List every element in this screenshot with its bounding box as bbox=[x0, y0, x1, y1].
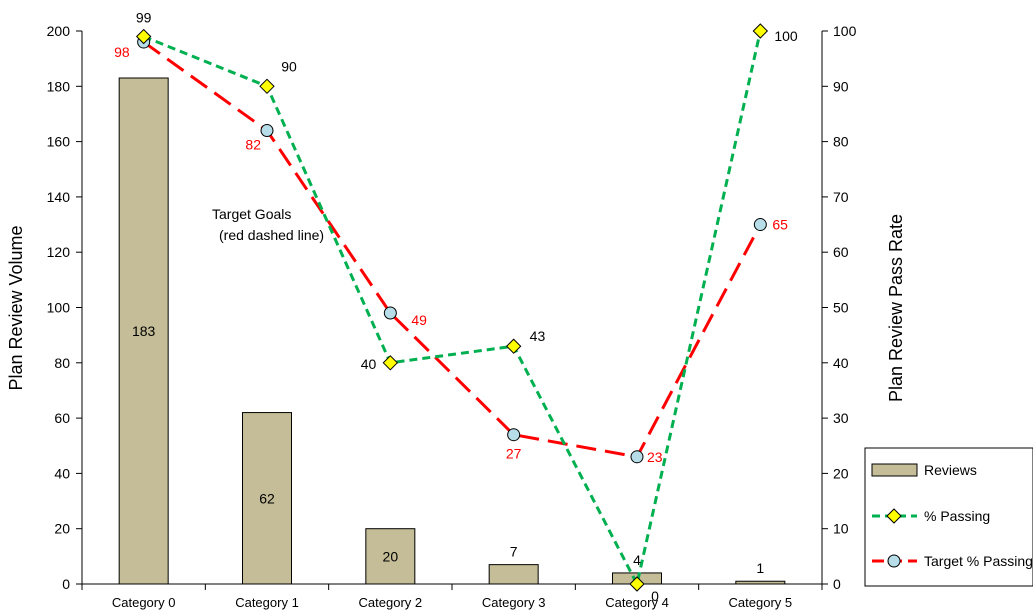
axes: 0204060801001201401601802000102030405060… bbox=[47, 23, 857, 610]
y-tick-label: 20 bbox=[54, 521, 70, 537]
y2-axis-title: Plan Review Pass Rate bbox=[886, 214, 906, 402]
y-tick-label: 160 bbox=[47, 134, 71, 150]
target-value-label: 82 bbox=[245, 137, 261, 153]
y-axis-title: Plan Review Volume bbox=[6, 225, 26, 390]
target-value-label: 98 bbox=[114, 44, 130, 60]
target-passing-line bbox=[142, 40, 762, 459]
y2-tick-label: 40 bbox=[833, 355, 849, 371]
y-tick-label: 180 bbox=[47, 78, 71, 94]
target-value-label: 65 bbox=[772, 217, 788, 233]
bar-value-label: 1 bbox=[756, 560, 764, 576]
passing-point bbox=[135, 28, 152, 45]
y2-tick-label: 30 bbox=[833, 410, 849, 426]
bar-value-label: 183 bbox=[132, 323, 156, 339]
passing-value-label: 43 bbox=[530, 328, 546, 344]
x-tick-label: Category 1 bbox=[235, 595, 299, 610]
bar-3 bbox=[488, 564, 539, 585]
x-tick-label: Category 0 bbox=[112, 595, 176, 610]
y-tick-label: 0 bbox=[62, 576, 70, 592]
passing-point bbox=[505, 338, 522, 354]
annotation-line-1: Target Goals bbox=[212, 206, 291, 222]
y-tick-label: 40 bbox=[54, 465, 70, 481]
y2-tick-label: 100 bbox=[833, 23, 857, 39]
passing-value-label: 40 bbox=[361, 356, 377, 372]
legend-marker-passing bbox=[886, 508, 902, 524]
y-tick-label: 60 bbox=[54, 410, 70, 426]
y2-tick-label: 10 bbox=[833, 521, 849, 537]
y-tick-label: 80 bbox=[54, 355, 70, 371]
y2-tick-label: 20 bbox=[833, 465, 849, 481]
y2-tick-label: 80 bbox=[833, 134, 849, 150]
line-series bbox=[135, 23, 769, 592]
legend: Reviews % Passing Target % Passing bbox=[864, 447, 1033, 587]
bar-series-reviews bbox=[118, 77, 786, 585]
legend-marker-target bbox=[887, 554, 901, 568]
bar-2 bbox=[365, 528, 416, 585]
target-passing-point bbox=[383, 306, 397, 320]
annotation-line-2: (red dashed line) bbox=[219, 227, 324, 243]
passing-value-label: 100 bbox=[774, 28, 798, 44]
bar-0 bbox=[118, 77, 169, 585]
y-tick-label: 120 bbox=[47, 244, 71, 260]
y-tick-label: 140 bbox=[47, 189, 71, 205]
target-passing-point bbox=[753, 218, 767, 232]
bar-value-label: 62 bbox=[259, 490, 275, 506]
target-value-label: 49 bbox=[411, 312, 427, 328]
target-passing-point bbox=[630, 450, 644, 464]
passing-line bbox=[143, 30, 762, 589]
passing-point bbox=[629, 576, 645, 592]
bar-1 bbox=[242, 412, 292, 585]
x-tick-label: Category 5 bbox=[729, 595, 793, 610]
target-value-label: 27 bbox=[506, 446, 522, 462]
legend-label-reviews: Reviews bbox=[924, 462, 977, 478]
legend-label-passing: % Passing bbox=[924, 508, 990, 524]
legend-label-target: Target % Passing bbox=[924, 553, 1033, 569]
passing-point bbox=[259, 78, 275, 95]
passing-value-label: 90 bbox=[281, 58, 297, 74]
x-tick-label: Category 2 bbox=[359, 595, 423, 610]
bar-value-label: 7 bbox=[510, 544, 518, 560]
passing-point bbox=[382, 355, 399, 371]
target-passing-point bbox=[260, 124, 274, 138]
y2-tick-label: 70 bbox=[833, 189, 849, 205]
y2-tick-label: 90 bbox=[833, 78, 849, 94]
x-tick-label: Category 4 bbox=[605, 595, 669, 610]
passing-value-label: 0 bbox=[651, 588, 659, 604]
data-labels: 183 62 20 7 4 1 99 90 40 43 0 100 98 82 49 27 23 65 bbox=[114, 10, 798, 604]
passing-value-label: 99 bbox=[136, 10, 152, 26]
bar-value-label: 4 bbox=[633, 552, 641, 568]
legend-swatch-reviews bbox=[871, 463, 918, 477]
passing-point bbox=[752, 23, 769, 39]
y2-tick-label: 60 bbox=[833, 244, 849, 260]
y-tick-label: 200 bbox=[47, 23, 71, 39]
bar-value-label: 20 bbox=[383, 548, 399, 564]
y2-tick-label: 50 bbox=[833, 300, 849, 316]
target-value-label: 23 bbox=[647, 449, 663, 465]
y-tick-label: 100 bbox=[47, 300, 71, 316]
x-tick-label: Category 3 bbox=[482, 595, 546, 610]
y2-tick-label: 0 bbox=[833, 576, 841, 592]
target-passing-point bbox=[507, 428, 521, 442]
